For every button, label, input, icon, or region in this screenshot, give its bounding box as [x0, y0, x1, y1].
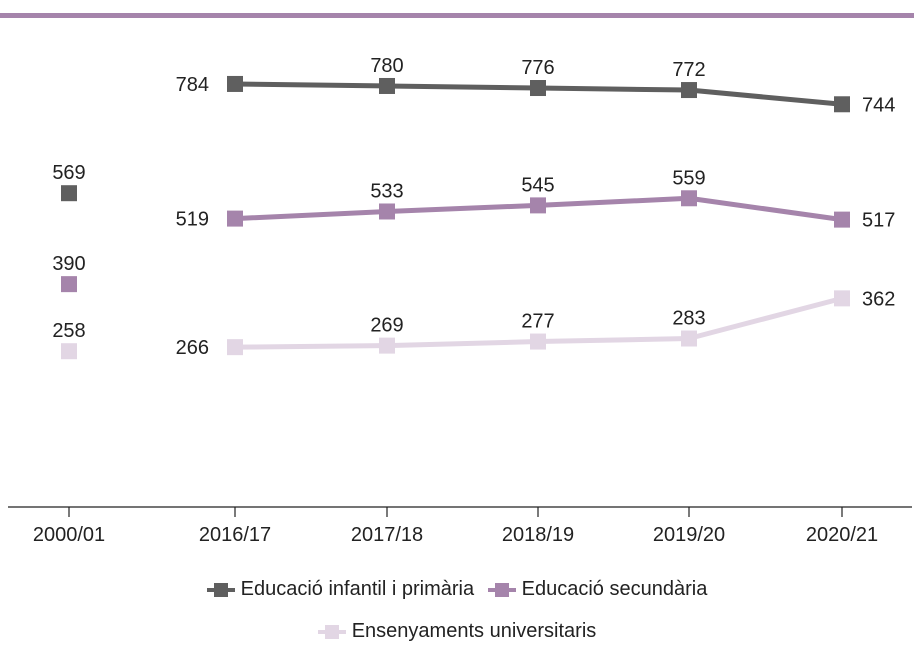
x-tick-label: 2000/01	[33, 524, 105, 546]
data-label: 559	[672, 167, 705, 189]
data-point-marker	[530, 333, 546, 350]
data-label: 519	[176, 209, 209, 231]
data-label: 517	[862, 210, 895, 232]
data-label: 266	[176, 337, 209, 359]
data-point-marker	[681, 190, 697, 207]
data-point-marker	[379, 203, 395, 220]
data-point-marker	[61, 343, 77, 360]
x-tick-label: 2020/21	[806, 524, 878, 546]
legend-swatch-icon	[206, 582, 235, 597]
top-accent-bar	[0, 13, 914, 18]
data-point-marker	[61, 185, 77, 202]
series-lines	[234, 81, 843, 350]
data-label: 772	[672, 59, 705, 81]
x-tick-label: 2018/19	[502, 524, 574, 546]
data-label: 277	[521, 311, 554, 333]
series-markers	[61, 75, 850, 360]
legend-item-universitaris: Ensenyaments universitaris	[317, 620, 597, 643]
data-label: 776	[521, 57, 554, 79]
data-label: 390	[52, 253, 85, 275]
data-label: 569	[52, 162, 85, 184]
data-point-marker	[61, 276, 77, 293]
legend-row-2: Ensenyaments universitaris	[0, 620, 914, 645]
data-label: 283	[672, 308, 705, 330]
data-label: 258	[52, 320, 85, 342]
data-label: 533	[370, 180, 403, 202]
x-axis-ticks: 2000/01 2016/17 2017/18 2018/19 2019/20 2020/…	[33, 507, 878, 546]
data-point-marker	[834, 211, 850, 228]
legend-label: Educació secundària	[521, 578, 708, 600]
x-tick-label: 2019/20	[653, 524, 725, 546]
data-label: 784	[176, 74, 209, 96]
legend-swatch-icon	[317, 624, 346, 639]
data-point-marker	[530, 197, 546, 214]
legend-item-secundaria: Educació secundària	[487, 578, 708, 601]
data-point-marker	[530, 80, 546, 97]
legend-row-1: Educació infantil i primària Educació se…	[0, 578, 914, 603]
data-point-marker	[227, 210, 243, 227]
legend-label: Educació infantil i primària	[240, 578, 475, 600]
data-point-marker	[379, 337, 395, 354]
data-label: 780	[370, 55, 403, 77]
legend-swatch-icon	[487, 582, 516, 597]
x-tick-label: 2016/17	[199, 524, 271, 546]
data-point-marker	[834, 96, 850, 113]
data-point-marker	[227, 339, 243, 356]
data-label: 269	[370, 315, 403, 337]
legend-item-infantil-primaria: Educació infantil i primària	[206, 578, 475, 601]
legend-label: Ensenyaments universitaris	[351, 620, 597, 642]
data-labels: 569 784 780 776 772 744 390 519 533 545 559 517 258 2…	[52, 55, 895, 359]
data-point-marker	[681, 330, 697, 347]
data-point-marker	[379, 77, 395, 94]
data-point-marker	[834, 290, 850, 307]
data-point-marker	[227, 75, 243, 92]
x-tick-label: 2017/18	[351, 524, 423, 546]
data-point-marker	[681, 82, 697, 99]
data-label: 744	[862, 94, 895, 116]
data-label: 545	[521, 174, 554, 196]
data-label: 362	[862, 288, 895, 310]
